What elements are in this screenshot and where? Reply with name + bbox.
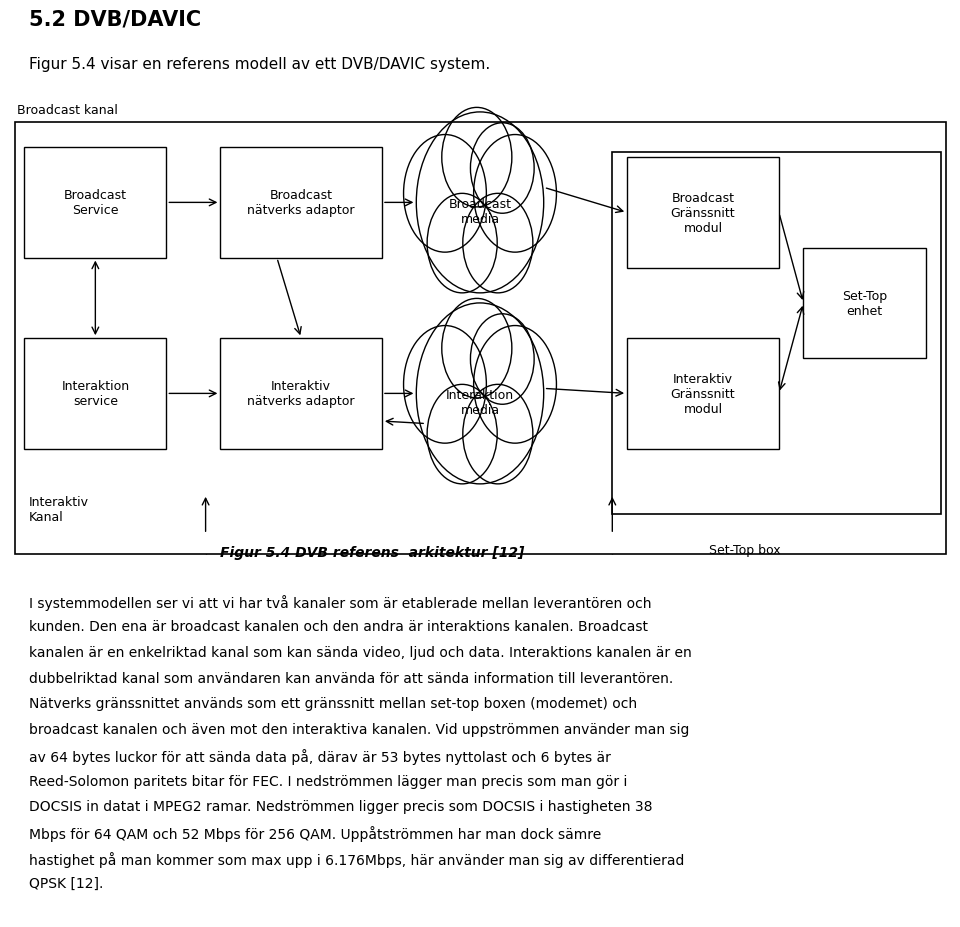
Text: kunden. Den ena är broadcast kanalen och den andra är interaktions kanalen. Broa: kunden. Den ena är broadcast kanalen och… (29, 619, 648, 634)
Text: I systemmodellen ser vi att vi har två kanaler som är etablerade mellan leverant: I systemmodellen ser vi att vi har två k… (29, 594, 651, 610)
Ellipse shape (428, 129, 555, 310)
Text: Interaktiv
Gränssnitt
modul: Interaktiv Gränssnitt modul (671, 373, 735, 415)
Ellipse shape (474, 401, 544, 501)
Ellipse shape (463, 194, 533, 294)
Bar (14, 122, 946, 554)
Ellipse shape (427, 194, 497, 294)
Ellipse shape (427, 385, 497, 484)
Ellipse shape (442, 108, 512, 208)
Text: Interaktiv
Kanal: Interaktiv Kanal (29, 495, 89, 524)
Text: Interaktiv
nätverks adaptor: Interaktiv nätverks adaptor (248, 380, 355, 408)
Bar (627, 338, 779, 450)
Ellipse shape (463, 385, 533, 484)
Text: Broadcast
Gränssnitt
modul: Broadcast Gränssnitt modul (671, 192, 735, 235)
Text: av 64 bytes luckor för att sända data på, därav är 53 bytes nyttolast och 6 byte: av 64 bytes luckor för att sända data på… (29, 748, 611, 764)
Text: Figur 5.4 visar en referens modell av ett DVB/DAVIC system.: Figur 5.4 visar en referens modell av et… (29, 57, 490, 71)
Text: Mbps för 64 QAM och 52 Mbps för 256 QAM. Uppåtströmmen har man dock sämre: Mbps för 64 QAM och 52 Mbps för 256 QAM.… (29, 825, 601, 841)
Text: kanalen är en enkelriktad kanal som kan sända video, ljud och data. Interaktions: kanalen är en enkelriktad kanal som kan … (29, 645, 691, 659)
Ellipse shape (474, 210, 544, 310)
Ellipse shape (417, 303, 543, 484)
Text: dubbelriktad kanal som användaren kan använda för att sända information till lev: dubbelriktad kanal som användaren kan an… (29, 671, 673, 685)
Text: Interaktion
service: Interaktion service (61, 380, 130, 408)
Text: 5.2 DVB/DAVIC: 5.2 DVB/DAVIC (29, 9, 201, 30)
Ellipse shape (453, 124, 523, 224)
Text: hastighet på man kommer som max upp i 6.176Mbps, här använder man sig av differe: hastighet på man kommer som max upp i 6.… (29, 851, 684, 867)
Bar (24, 338, 166, 450)
Ellipse shape (403, 326, 487, 444)
Bar (220, 338, 382, 450)
Ellipse shape (470, 314, 534, 405)
Text: Broadcast
media: Broadcast media (448, 198, 512, 226)
Bar (627, 158, 779, 269)
Text: Figur 5.4 DVB referens  arkitektur [12]: Figur 5.4 DVB referens arkitektur [12] (220, 546, 524, 560)
Ellipse shape (428, 320, 555, 501)
Ellipse shape (415, 342, 498, 460)
Ellipse shape (482, 331, 545, 421)
Ellipse shape (485, 152, 568, 269)
Ellipse shape (403, 135, 487, 253)
Ellipse shape (453, 315, 523, 414)
Ellipse shape (439, 401, 509, 501)
Bar (804, 248, 925, 359)
Ellipse shape (473, 135, 557, 253)
Text: Reed-Solomon paritets bitar för FEC. I nedströmmen lägger man precis som man gör: Reed-Solomon paritets bitar för FEC. I n… (29, 774, 627, 788)
Ellipse shape (442, 299, 512, 399)
Text: Nätverks gränssnittet används som ett gränssnitt mellan set-top boxen (modemet) : Nätverks gränssnittet används som ett gr… (29, 697, 636, 711)
Ellipse shape (473, 326, 557, 444)
Text: DOCSIS in datat i MPEG2 ramar. Nedströmmen ligger precis som DOCSIS i hastighete: DOCSIS in datat i MPEG2 ramar. Nedströmm… (29, 799, 652, 813)
Text: Broadcast
Service: Broadcast Service (64, 189, 127, 217)
Ellipse shape (482, 140, 545, 230)
Ellipse shape (470, 123, 534, 214)
Ellipse shape (415, 152, 498, 269)
Ellipse shape (417, 113, 543, 294)
Text: QPSK [12].: QPSK [12]. (29, 876, 103, 891)
Text: Interaktion
media: Interaktion media (446, 389, 514, 417)
Text: broadcast kanalen och även mot den interaktiva kanalen. Vid uppströmmen använder: broadcast kanalen och även mot den inter… (29, 722, 689, 736)
Text: Broadcast kanal: Broadcast kanal (17, 104, 118, 118)
Bar (220, 148, 382, 259)
Ellipse shape (485, 342, 568, 460)
Bar (24, 148, 166, 259)
Text: Broadcast
nätverks adaptor: Broadcast nätverks adaptor (248, 189, 355, 217)
Text: Set-Top box: Set-Top box (708, 543, 780, 556)
Bar (612, 153, 941, 514)
Ellipse shape (439, 210, 509, 310)
Text: Set-Top
enhet: Set-Top enhet (842, 289, 887, 318)
